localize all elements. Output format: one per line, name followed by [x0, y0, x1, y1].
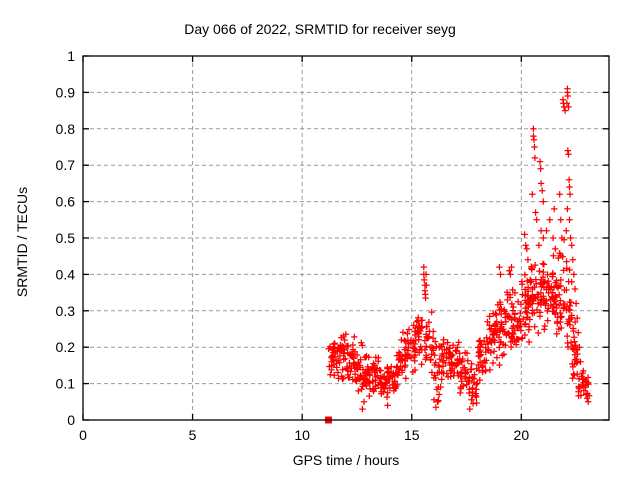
x-tick-label: 10	[294, 427, 310, 443]
y-tick-label: 0.2	[56, 339, 76, 355]
x-tick-label: 15	[404, 427, 420, 443]
x-tick-label: 5	[189, 427, 197, 443]
y-tick-label: 0.9	[56, 84, 76, 100]
x-tick-label: 0	[79, 427, 87, 443]
y-tick-label: 0.5	[56, 230, 76, 246]
y-tick-label: 0.3	[56, 303, 76, 319]
x-tick-label: 20	[514, 427, 530, 443]
y-tick-label: 0.6	[56, 194, 76, 210]
y-tick-label: 0	[67, 412, 75, 428]
y-tick-label: 0.4	[56, 266, 76, 282]
y-tick-label: 0.8	[56, 121, 76, 137]
y-tick-label: 1	[67, 48, 75, 64]
x-axis-label: GPS time / hours	[292, 452, 400, 468]
gridlines	[83, 56, 609, 420]
tick-marks	[82, 55, 609, 421]
y-tick-label: 0.1	[56, 376, 76, 392]
y-tick-label: 0.7	[56, 157, 76, 173]
chart-title: Day 066 of 2022, SRMTID for receiver sey…	[184, 21, 456, 37]
data-points	[325, 85, 593, 413]
tick-labels: 0 5 10 15 20 0 0.1 0.2 0.3 0.4 0.5 0.6 0.7 0.8 0.9 1	[56, 48, 530, 443]
